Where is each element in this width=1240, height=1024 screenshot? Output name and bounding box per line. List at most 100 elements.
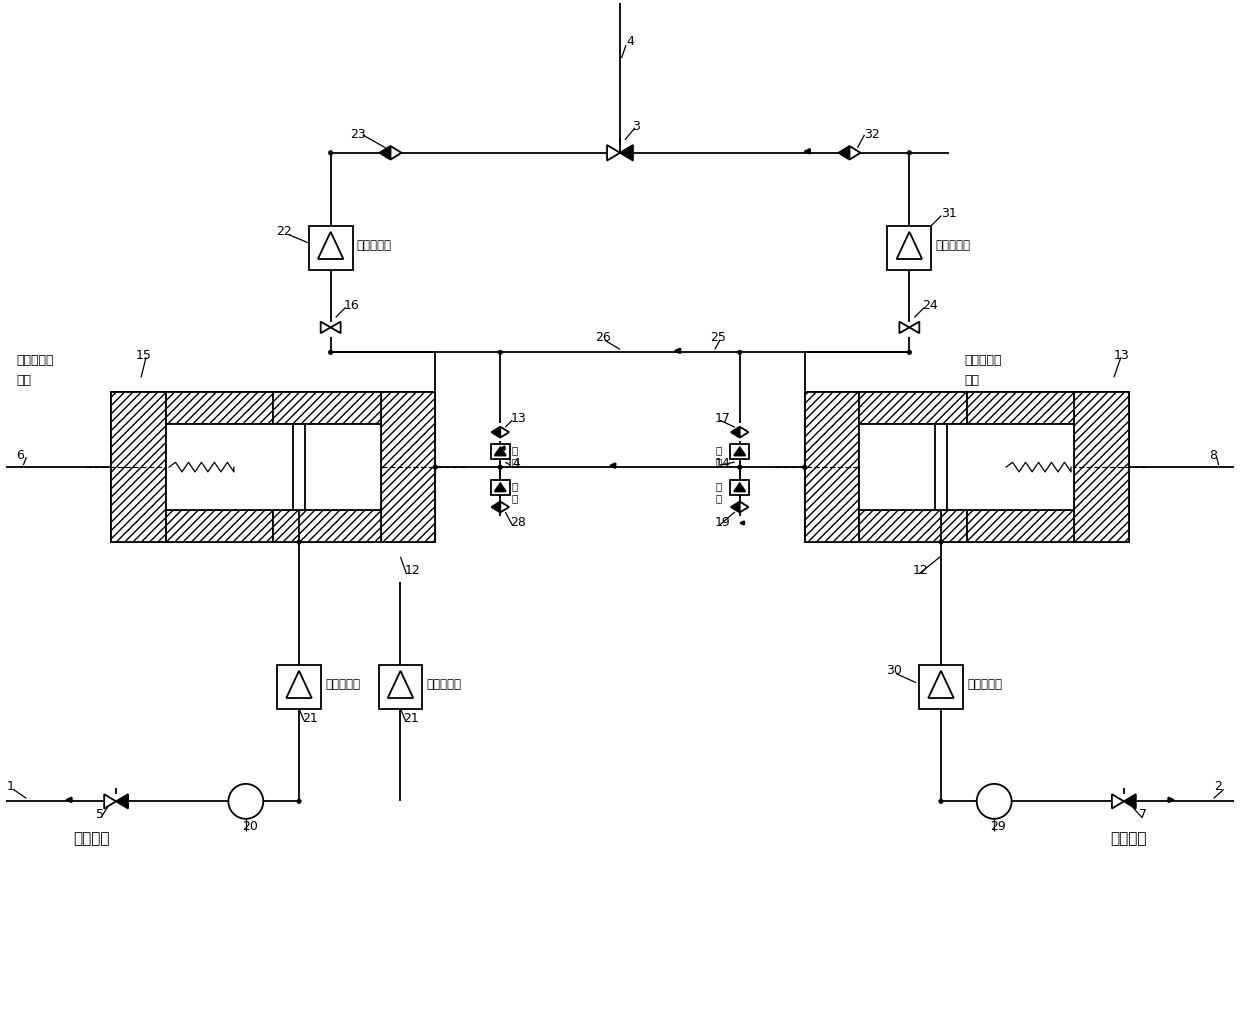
- Bar: [730, 480, 749, 496]
- Circle shape: [939, 540, 944, 544]
- Bar: [888, 225, 931, 269]
- Polygon shape: [286, 671, 311, 698]
- Text: 12: 12: [404, 564, 420, 577]
- Polygon shape: [495, 447, 506, 456]
- Polygon shape: [495, 483, 506, 492]
- Text: 二级减压阀: 二级减压阀: [935, 239, 970, 252]
- Polygon shape: [501, 446, 505, 450]
- Polygon shape: [500, 502, 510, 512]
- Polygon shape: [805, 148, 810, 154]
- Text: 3: 3: [632, 120, 640, 133]
- Text: 常: 常: [511, 445, 517, 456]
- Text: 12: 12: [913, 564, 929, 577]
- Text: 32: 32: [864, 128, 880, 141]
- Text: 开: 开: [511, 458, 517, 468]
- Text: 8: 8: [1209, 450, 1216, 462]
- Polygon shape: [740, 427, 749, 437]
- Bar: [277, 665, 321, 709]
- Text: 16: 16: [343, 299, 360, 312]
- Polygon shape: [897, 231, 923, 259]
- Polygon shape: [838, 146, 849, 160]
- Circle shape: [498, 350, 502, 354]
- Bar: [309, 225, 352, 269]
- Bar: [112, 392, 435, 542]
- Bar: [919, 665, 963, 709]
- Text: 6: 6: [16, 450, 25, 462]
- Circle shape: [498, 465, 502, 469]
- Text: 常: 常: [715, 445, 722, 456]
- Text: 2: 2: [1214, 780, 1221, 794]
- Bar: [273, 392, 381, 424]
- Text: 二级减压阀: 二级减压阀: [357, 239, 392, 252]
- Polygon shape: [391, 146, 402, 160]
- Polygon shape: [734, 447, 745, 456]
- Text: 31: 31: [941, 207, 957, 220]
- Polygon shape: [117, 795, 128, 809]
- Bar: [967, 392, 1074, 424]
- Text: 自动切换阀: 自动切换阀: [16, 354, 53, 368]
- Polygon shape: [740, 521, 744, 524]
- Text: 30: 30: [887, 664, 901, 677]
- Bar: [491, 443, 510, 460]
- Bar: [967, 510, 1074, 542]
- Text: 29: 29: [991, 820, 1006, 834]
- Circle shape: [738, 350, 742, 354]
- Polygon shape: [491, 427, 500, 437]
- Circle shape: [329, 151, 332, 155]
- Polygon shape: [321, 322, 331, 333]
- Text: 21: 21: [303, 712, 317, 725]
- Polygon shape: [909, 322, 919, 333]
- Text: 13: 13: [510, 413, 526, 425]
- Bar: [859, 510, 967, 542]
- Circle shape: [296, 540, 301, 544]
- Circle shape: [977, 784, 1012, 819]
- Polygon shape: [331, 322, 341, 333]
- Polygon shape: [929, 671, 954, 698]
- Circle shape: [908, 151, 911, 155]
- Bar: [381, 392, 435, 542]
- Text: 14: 14: [714, 457, 730, 470]
- Polygon shape: [1123, 795, 1136, 809]
- Bar: [293, 424, 305, 510]
- Text: 28: 28: [510, 516, 526, 529]
- Circle shape: [329, 350, 332, 354]
- Text: 右路总阀: 右路总阀: [1111, 831, 1147, 846]
- Bar: [166, 392, 273, 424]
- Bar: [491, 480, 510, 496]
- Polygon shape: [491, 502, 500, 512]
- Text: 15: 15: [136, 349, 153, 362]
- Text: 一级减压阀: 一级减压阀: [427, 678, 461, 690]
- Text: 常: 常: [511, 481, 517, 492]
- Text: 1: 1: [6, 780, 14, 794]
- Text: 自动切换阀: 自动切换阀: [965, 354, 1002, 368]
- Bar: [935, 424, 947, 510]
- Polygon shape: [1112, 795, 1123, 809]
- Polygon shape: [608, 145, 620, 161]
- Text: 一级减压阀: 一级减压阀: [967, 678, 1002, 690]
- Text: 闭: 闭: [715, 494, 722, 504]
- Bar: [166, 424, 381, 510]
- Polygon shape: [1168, 798, 1174, 803]
- Polygon shape: [620, 145, 632, 161]
- Polygon shape: [388, 671, 413, 698]
- Bar: [1074, 392, 1128, 542]
- Polygon shape: [730, 502, 740, 512]
- Bar: [805, 392, 1128, 542]
- Bar: [273, 510, 381, 542]
- Bar: [805, 392, 859, 542]
- Text: 开启: 开启: [965, 375, 980, 387]
- Polygon shape: [104, 795, 117, 809]
- Polygon shape: [610, 463, 615, 468]
- Polygon shape: [730, 427, 740, 437]
- Polygon shape: [379, 146, 391, 160]
- Text: 26: 26: [595, 332, 611, 344]
- Polygon shape: [740, 502, 749, 512]
- Polygon shape: [317, 231, 343, 259]
- Text: 14: 14: [505, 457, 521, 470]
- Circle shape: [738, 465, 742, 469]
- Circle shape: [296, 799, 301, 804]
- Text: 常: 常: [715, 481, 722, 492]
- Text: 19: 19: [714, 516, 730, 529]
- Text: 一级减压阀: 一级减压阀: [325, 678, 360, 690]
- Text: 左路总阀: 左路总阀: [73, 831, 109, 846]
